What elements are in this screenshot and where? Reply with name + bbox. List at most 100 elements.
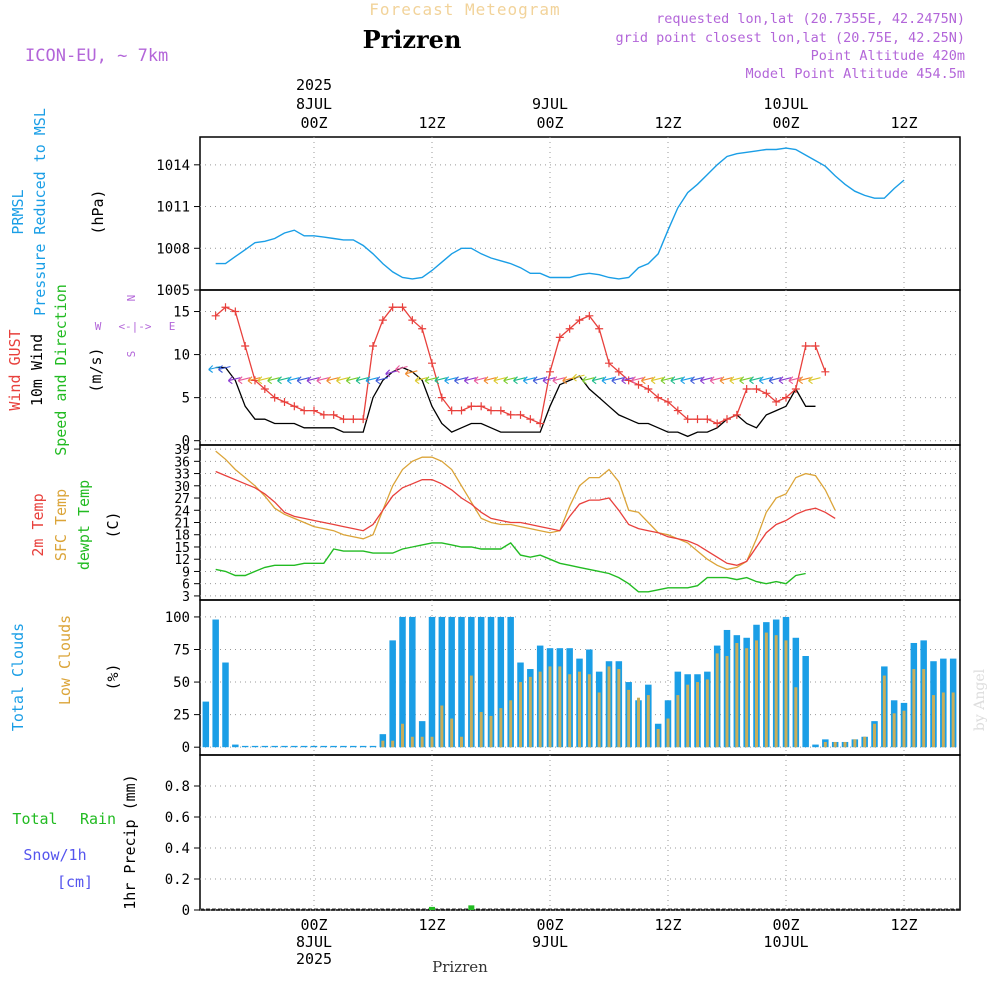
wind-arrow [316, 376, 329, 385]
wind-arrow [631, 376, 644, 385]
requested-coords: requested lon,lat (20.7355E, 42.2475N) [656, 11, 965, 27]
temp-unit: (C) [104, 511, 122, 538]
top-time-label: 00Z [772, 114, 799, 132]
wind-arrow [522, 376, 536, 385]
low-cloud-bar [519, 682, 522, 748]
cloud-panel: Total Clouds Low Clouds (%) 0 25 50 75 100 [9, 599, 961, 756]
top-time-label: 12Z [654, 114, 681, 132]
gust-marker [526, 415, 535, 424]
wind-speed-dir-label: Speed and Direction [52, 284, 70, 456]
low-cloud-bar [715, 653, 719, 748]
low-cloud-bar [932, 695, 935, 748]
pressure-tick-label: 1011 [156, 200, 190, 216]
gust-marker [713, 419, 722, 428]
total-cloud-bar [261, 745, 269, 748]
temp-tick-label: 39 [174, 443, 190, 458]
rain-bar [429, 906, 435, 910]
gust-marker [605, 359, 613, 368]
top-time-label: 00Z [300, 114, 327, 132]
low-cloud-bar [646, 695, 650, 748]
wind-tick-label: 15 [173, 305, 190, 321]
low-cloud-bar [430, 736, 434, 748]
wind-arrow [690, 376, 703, 385]
gust-marker [595, 324, 604, 333]
gust-marker [447, 406, 456, 415]
low-cloud-bar [499, 708, 503, 748]
bottom-time-label: 00Z [536, 916, 563, 934]
gust-marker [437, 393, 446, 402]
precip-unit: 1hr Precip (mm) [121, 774, 139, 909]
compass-cross: <-|-> [118, 320, 151, 333]
gust-marker [536, 419, 545, 428]
gust-marker [398, 303, 407, 312]
wind-arrow [355, 376, 369, 385]
low-cloud-bar [509, 700, 513, 748]
low-cloud-bar [764, 632, 768, 748]
gust-marker [693, 415, 702, 424]
total-cloud-bar [477, 616, 485, 748]
gust-marker [772, 397, 781, 406]
gust-marker [644, 385, 653, 394]
temp-tick-label: 30 [174, 480, 190, 495]
gust-marker [211, 311, 220, 320]
rain-bar [468, 905, 475, 910]
total-cloud-bar [487, 616, 495, 748]
gust-marker [408, 316, 417, 325]
temp-tick-label: 12 [174, 553, 190, 568]
temp-tick-label: 27 [174, 492, 190, 507]
temp-tick-label: 24 [174, 504, 190, 519]
cloud-tick-label: 50 [173, 675, 190, 691]
low-cloud-bar [686, 684, 690, 748]
low-clouds-label: Low Clouds [56, 615, 74, 705]
low-cloud-bar [696, 682, 699, 748]
gust-marker [762, 389, 771, 398]
wind-arrow [247, 376, 261, 385]
total-cloud-bar [300, 745, 308, 748]
gust-marker [506, 410, 515, 419]
wind-unit: (m/s) [87, 347, 105, 392]
precip-tick-label: 0 [182, 903, 190, 919]
gust-marker [467, 402, 476, 411]
dewpt-line [215, 541, 806, 593]
gust-marker [428, 359, 436, 368]
total-cloud-bar [438, 616, 446, 748]
wind-arrow [424, 376, 438, 385]
gust-marker [654, 393, 663, 402]
total-cloud-bar [251, 745, 259, 748]
bottom-time-label: 00Z [300, 916, 327, 934]
temp-tick-label: 15 [174, 541, 190, 556]
wind-arrow [542, 376, 556, 385]
gust-marker [723, 415, 731, 424]
gust-marker [457, 406, 466, 415]
compass-rose: N W E S <-|-> [95, 295, 176, 358]
top-time-label: 10JUL [763, 95, 808, 113]
pressure-tick-label: 1005 [156, 283, 190, 299]
wind-tick-label: 5 [182, 391, 190, 407]
wind-arrow [375, 376, 388, 385]
total-cloud-bar [409, 616, 416, 748]
total-label: Total [12, 810, 57, 828]
gust-marker [388, 303, 397, 312]
gust-marker [752, 385, 761, 394]
gust-marker [241, 341, 250, 350]
total-cloud-bar [389, 640, 396, 748]
total-cloud-bar [281, 745, 288, 748]
wind-arrow [699, 376, 713, 385]
gust-marker [231, 307, 240, 316]
sfc-temp-line [215, 450, 836, 571]
gust-marker [319, 410, 328, 419]
low-cloud-bar [794, 687, 798, 748]
low-cloud-bar [725, 656, 729, 748]
cloud-tick-label: 100 [165, 610, 190, 626]
meteogram-title: Forecast Meteogram [369, 0, 560, 19]
top-time-label: 9JUL [532, 95, 568, 113]
wind-arrow [385, 369, 398, 378]
low-cloud-bar [735, 642, 739, 748]
gust-marker [221, 303, 230, 312]
compass-west: W [95, 320, 102, 333]
total-cloud-bar [369, 745, 377, 748]
wind-arrow [454, 376, 467, 385]
low-cloud-bar [843, 741, 847, 748]
low-cloud-bar [558, 666, 562, 748]
